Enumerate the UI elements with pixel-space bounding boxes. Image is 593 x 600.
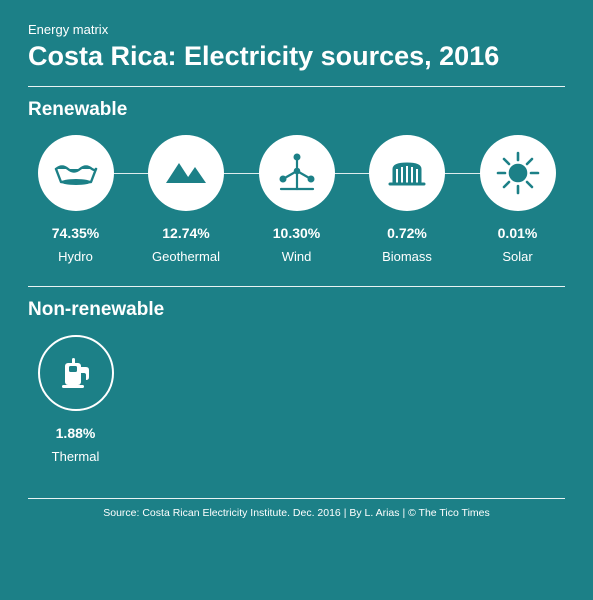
label-wind: Wind [282, 249, 312, 264]
row-renewable: 74.35% Hydro 12.74% Geothermal [28, 135, 565, 264]
wind-icon [259, 135, 335, 211]
thermal-icon [38, 335, 114, 411]
divider-bottom [28, 498, 565, 499]
footer-credit: Source: Costa Rican Electricity Institut… [28, 507, 565, 519]
item-wind: 10.30% Wind [249, 135, 344, 264]
solar-icon [480, 135, 556, 211]
page-title: Costa Rica: Electricity sources, 2016 [28, 41, 565, 72]
divider-top [28, 86, 565, 87]
pct-wind: 10.30% [273, 225, 320, 241]
item-geothermal: 12.74% Geothermal [139, 135, 234, 264]
pct-hydro: 74.35% [52, 225, 99, 241]
pct-thermal: 1.88% [56, 425, 96, 441]
item-thermal: 1.88% Thermal [28, 335, 123, 464]
biomass-icon [369, 135, 445, 211]
label-hydro: Hydro [58, 249, 93, 264]
row-nonrenewable: 1.88% Thermal [28, 335, 565, 464]
section-label-renewable: Renewable [28, 99, 565, 121]
section-label-nonrenewable: Non-renewable [28, 299, 565, 321]
item-solar: 0.01% Solar [470, 135, 565, 264]
label-solar: Solar [502, 249, 532, 264]
label-biomass: Biomass [382, 249, 432, 264]
divider-mid [28, 286, 565, 287]
item-biomass: 0.72% Biomass [360, 135, 455, 264]
eyebrow: Energy matrix [28, 22, 565, 37]
item-hydro: 74.35% Hydro [28, 135, 123, 264]
pct-solar: 0.01% [498, 225, 538, 241]
pct-geothermal: 12.74% [162, 225, 209, 241]
label-geothermal: Geothermal [152, 249, 220, 264]
label-thermal: Thermal [52, 449, 100, 464]
hydro-icon [38, 135, 114, 211]
geothermal-icon [148, 135, 224, 211]
pct-biomass: 0.72% [387, 225, 427, 241]
